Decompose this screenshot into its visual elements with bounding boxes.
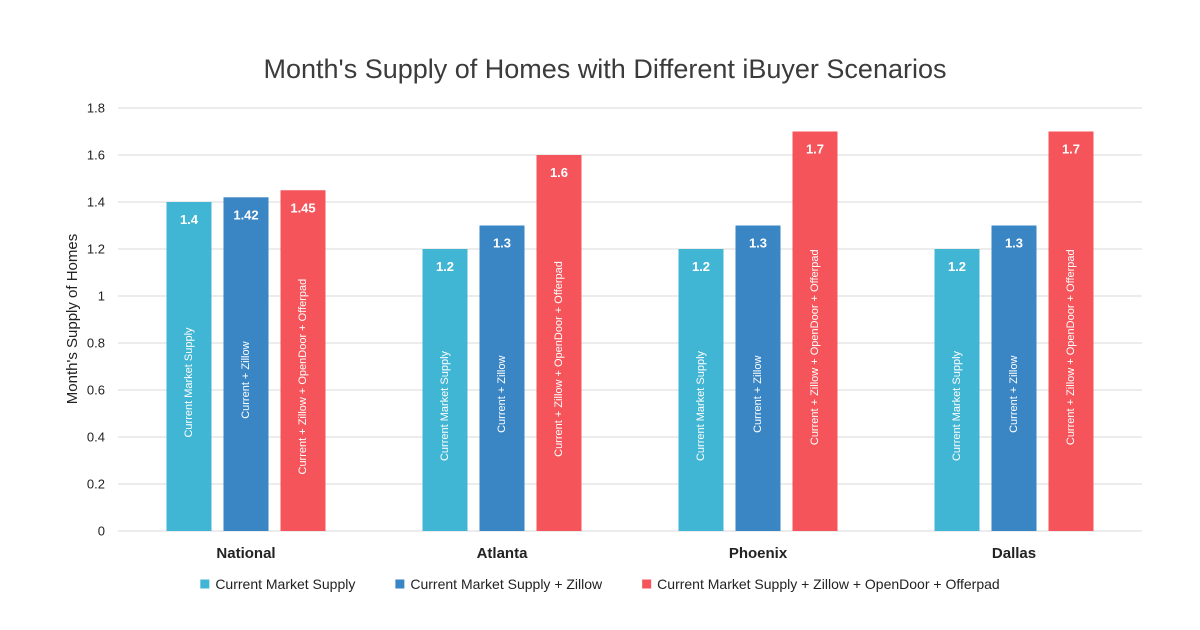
bar [536, 155, 582, 531]
x-category-label: Phoenix [729, 545, 788, 562]
bar-series-label: Current + Zillow + OpenDoor + Offerpad [553, 261, 565, 457]
bar-series-label: Current + Zillow [1008, 356, 1020, 433]
y-axis-ticks: 0 0.2 0.4 0.6 0.8 1 1.2 1.4 1.6 1.8 [87, 101, 105, 539]
data-label: 1.3 [749, 236, 767, 251]
y-tick-label: 1.6 [87, 148, 105, 163]
data-label: 1.7 [1062, 142, 1080, 157]
bar-series-label: Current + Zillow [752, 356, 764, 433]
bar-phoenix-series-2: 1.3 Current + Zillow [735, 225, 781, 531]
legend-label: Current Market Supply + Zillow [410, 576, 603, 592]
bar [223, 197, 269, 532]
gridlines [118, 107, 1142, 532]
data-label: 1.2 [948, 259, 966, 274]
data-label: 1.2 [436, 259, 454, 274]
bar-series-label: Current + Zillow + OpenDoor + Offerpad [809, 249, 821, 445]
x-category-label: National [216, 545, 275, 562]
y-tick-label: 1 [98, 289, 105, 304]
bar-series-label: Current Market Supply [183, 327, 195, 438]
x-category-label: Atlanta [477, 545, 528, 562]
data-label: 1.6 [550, 165, 568, 180]
legend: Current Market Supply Current Market Supp… [200, 576, 1000, 592]
bar-series-label: Current Market Supply [695, 350, 707, 461]
bar [1048, 131, 1094, 531]
x-category-label: Dallas [992, 545, 1036, 562]
bar-series-label: Current + Zillow + OpenDoor + Offerpad [1065, 249, 1077, 445]
legend-item: Current Market Supply + Zillow + OpenDoo… [642, 576, 1000, 592]
bars: 1.4 Current Market Supply 1.42 Current + Zi… [166, 131, 1094, 532]
bar-phoenix-series-1: 1.2 Current Market Supply [678, 249, 724, 531]
data-label: 1.3 [1005, 236, 1023, 251]
bar [934, 249, 980, 531]
y-tick-label: 1.2 [87, 242, 105, 257]
bar [991, 225, 1037, 531]
legend-item: Current Market Supply + Zillow [395, 576, 603, 592]
bar-national-series-1: 1.4 Current Market Supply [166, 202, 212, 531]
data-label: 1.3 [493, 236, 511, 251]
bar-phoenix-series-3: 1.7 Current + Zillow + OpenDoor + Offerpa… [792, 131, 838, 531]
legend-label: Current Market Supply [215, 576, 355, 592]
bar-atlanta-series-1: 1.2 Current Market Supply [422, 249, 468, 531]
legend-item: Current Market Supply [200, 576, 355, 592]
x-axis-categories: National Atlanta Phoenix Dallas [216, 545, 1036, 562]
legend-swatch [395, 579, 405, 589]
y-axis-label: Month's Supply of Homes [64, 234, 81, 404]
bar-series-label: Current Market Supply [951, 350, 963, 461]
bar [735, 225, 781, 531]
chart-title: Month's Supply of Homes with Different i… [264, 54, 947, 84]
data-label: 1.4 [180, 212, 199, 227]
bar-dallas-series-1: 1.2 Current Market Supply [934, 249, 980, 531]
data-label: 1.7 [806, 142, 824, 157]
bar-series-label: Current + Zillow [496, 356, 508, 433]
bar [280, 190, 326, 531]
y-tick-label: 0.2 [87, 477, 105, 492]
y-tick-label: 0.4 [87, 430, 105, 445]
bar-dallas-series-3: 1.7 Current + Zillow + OpenDoor + Offerpa… [1048, 131, 1094, 531]
bar-dallas-series-2: 1.3 Current + Zillow [991, 225, 1037, 531]
bar-atlanta-series-3: 1.6 Current + Zillow + OpenDoor + Offerpa… [536, 155, 582, 531]
bar-national-series-3: 1.45 Current + Zillow + OpenDoor + Offerp… [280, 190, 326, 531]
y-tick-label: 0.6 [87, 383, 105, 398]
bar [792, 131, 838, 531]
bar-series-label: Current + Zillow [240, 341, 252, 418]
bar [422, 249, 468, 531]
bar-national-series-2: 1.42 Current + Zillow [223, 197, 269, 532]
bar [166, 202, 212, 531]
data-label: 1.42 [233, 207, 258, 222]
data-label: 1.2 [692, 259, 710, 274]
legend-swatch [200, 579, 210, 589]
y-tick-label: 0.8 [87, 336, 105, 351]
bar-atlanta-series-2: 1.3 Current + Zillow [479, 225, 525, 531]
y-tick-label: 0 [98, 524, 105, 539]
legend-swatch [642, 579, 652, 589]
y-tick-label: 1.4 [87, 195, 105, 210]
data-label: 1.45 [290, 200, 315, 215]
bar-series-label: Current + Zillow + OpenDoor + Offerpad [297, 279, 309, 475]
bar-series-label: Current Market Supply [439, 350, 451, 461]
bar [678, 249, 724, 531]
legend-label: Current Market Supply + Zillow + OpenDoo… [657, 576, 1000, 592]
y-tick-label: 1.8 [87, 101, 105, 116]
bar [479, 225, 525, 531]
